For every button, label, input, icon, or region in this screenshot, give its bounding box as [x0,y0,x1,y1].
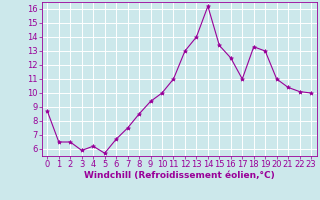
X-axis label: Windchill (Refroidissement éolien,°C): Windchill (Refroidissement éolien,°C) [84,171,275,180]
